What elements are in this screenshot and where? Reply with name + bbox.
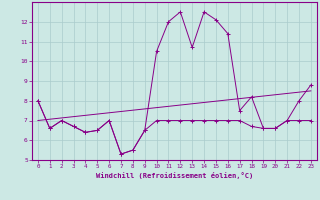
X-axis label: Windchill (Refroidissement éolien,°C): Windchill (Refroidissement éolien,°C) [96, 172, 253, 179]
